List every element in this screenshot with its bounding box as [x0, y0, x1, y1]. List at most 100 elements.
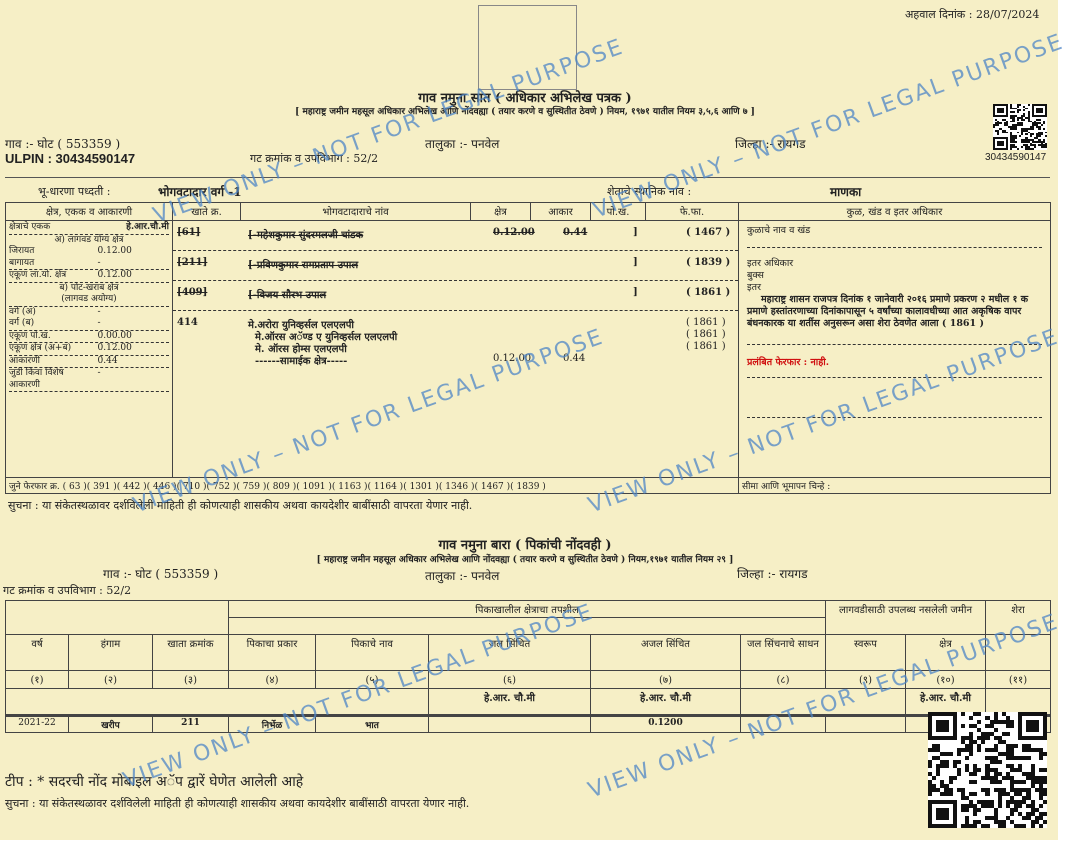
holder-akar: 0.44 — [563, 353, 586, 364]
holder-pokh: ] — [633, 287, 638, 298]
col-header: जल सिंचित — [428, 634, 591, 671]
area-value: 0.12.00 — [97, 343, 132, 353]
form12-title: गाव नमुना बारा ( पिकांची नोंदवही ) — [438, 538, 612, 553]
table-cell: भात — [315, 715, 429, 733]
unit-label: हे.आर. चौ.मी — [428, 688, 591, 716]
col-header: भोगवटादाराचे नांव — [240, 202, 471, 221]
pending-ferfar: प्रलंबित फेरफार : नाही. — [747, 357, 1042, 378]
holder-ferfar: ( 1861 ) — [686, 287, 731, 298]
form7-title: गाव नमुना सात ( अधिकार अभिलेख पत्रक ) — [418, 91, 632, 106]
col-header: क्षेत्र, एकक व आकारणी — [5, 202, 173, 221]
col-header: हंगाम — [68, 634, 153, 671]
ulpin: ULPIN : 30434590147 — [5, 151, 136, 166]
table-cell — [740, 715, 826, 733]
table-cell: 0.1200 — [590, 715, 741, 733]
current-holder: 414 मे.अरोरा युनिव्हर्सल एलएलपी मे.ऑरस अ… — [173, 317, 738, 377]
photo-box — [478, 5, 577, 90]
col-number: (९) — [825, 670, 906, 689]
area-details: क्षेत्राचे एकक हे.आर.चौ.मी अ) लागवड योग्य… — [5, 220, 173, 478]
area-label: एकूण ला.यो. क्षेत्र — [9, 270, 67, 280]
blank-line — [747, 378, 1042, 418]
tenant-label: कुळाचे नाव व खंड — [747, 225, 1042, 248]
blank-cell — [228, 617, 826, 635]
holder-name: मे.ऑरस अॅण्ड ए युनिव्हर्सल एलएलपी — [255, 332, 398, 343]
holder-area: 0.12.00 — [493, 353, 532, 364]
col-number: (१०) — [905, 670, 986, 689]
qr-code — [928, 712, 1047, 828]
unit-label: हे.आर. चौ.मी — [590, 688, 741, 716]
blank-cell — [985, 634, 1051, 671]
table-row: 2021-22 खरीप 211 निर्भेळ भात 0.1200 — [5, 715, 1051, 733]
col-header: आकार — [530, 202, 591, 221]
form7-table: क्षेत्र, एकक व आकारणी खाते क्र. भोगवटादा… — [5, 202, 1051, 494]
col-number: (५) — [315, 670, 429, 689]
col-number: (६) — [428, 670, 591, 689]
area-value: हे.आर.चौ.मी — [126, 222, 169, 232]
col-header: स्वरूप — [825, 634, 906, 671]
khate-number: 414 — [177, 317, 198, 328]
col-number: (७) — [590, 670, 741, 689]
form7-subtitle: [ महाराष्ट्र जमीन महसूल अधिकार अभिलेख आण… — [295, 107, 755, 117]
remark-header: शेरा — [985, 600, 1051, 635]
area-label: ब) पोट-खराब क्षेत्र — [59, 282, 119, 293]
holder-row: [61] [-महेशकुमार सुंदरमलजी चांडक 0.12.00 0.… — [173, 221, 738, 251]
col-number: (४) — [228, 670, 316, 689]
holders-cell: [61] [-महेशकुमार सुंदरमलजी चांडक 0.12.00 0.… — [172, 220, 739, 478]
holder-khate: [409] — [177, 287, 208, 298]
col-header: अजल सिंचित — [590, 634, 741, 671]
table-cell: 211 — [152, 715, 229, 733]
holder-pokh: ] — [633, 227, 638, 238]
area-value: - — [97, 318, 101, 328]
col-number: (८) — [740, 670, 826, 689]
area-label: (लागवड अयोग्य) — [9, 294, 169, 307]
divider — [5, 177, 1050, 178]
area-value: - — [97, 306, 101, 317]
area-label: आकारणी — [9, 355, 40, 366]
blank-cell — [5, 688, 429, 716]
area-value: 0.00.00 — [97, 330, 132, 341]
common-area-label: ------सामाईक क्षेत्र----- — [255, 356, 348, 367]
holder-name: [-प्रविणकुमार रामप्रताप उपाल — [248, 260, 359, 271]
blank-cell — [985, 688, 1051, 716]
col-number: (११) — [985, 670, 1051, 689]
tenure-label: भू-धारणा पध्दती : — [38, 185, 111, 198]
local-name-label: शेताचे स्थानिक नाव : — [607, 185, 692, 198]
holder-name: [-महेशकुमार सुंदरमलजी चांडक — [248, 230, 364, 241]
holder-khate: [61] — [177, 227, 201, 238]
area-value: 0.44 — [97, 355, 118, 366]
area-value: - — [97, 368, 101, 378]
qr-code — [993, 104, 1047, 150]
table-cell: निर्भेळ — [228, 715, 316, 733]
col-header: क्षेत्र — [470, 202, 531, 221]
holder-area: 0.12.00 — [493, 227, 535, 238]
table-cell: 2021-22 — [5, 715, 69, 733]
other-rights-label: इतर — [747, 282, 761, 293]
tenure-value: भोगवटादार वर्ग -1 — [158, 185, 242, 199]
area-label: एकूण पो.ख. — [9, 330, 51, 341]
holder-pokh: ] — [633, 257, 638, 268]
table-cell: खरीप — [68, 715, 153, 733]
area-label: जिरायत — [9, 246, 35, 256]
area-value: 0.12.00 — [97, 246, 132, 256]
col-header: खाता क्रमांक — [152, 634, 229, 671]
local-name-value: माणका — [830, 185, 862, 199]
col-header: क्षेत्र — [905, 634, 986, 671]
holder-name: मे. ऑरस होम्स एलएलपी — [255, 344, 347, 355]
area-label: वर्ग (अ) — [9, 306, 36, 317]
area-label: वर्ग (ब) — [9, 318, 35, 328]
col-header: कुळ, खंड व इतर अधिकार — [738, 202, 1051, 221]
ferfar-number: ( 1861 ) — [686, 341, 726, 352]
other-rights-label: बुक्स — [747, 270, 764, 281]
district-2: जिल्हा :- रायगड — [737, 567, 808, 581]
col-number: (२) — [68, 670, 153, 689]
taluka: तालुका :- पनवेल — [425, 137, 500, 151]
col-header: जल सिंचनाचे साधन — [740, 634, 826, 671]
report-date: अहवाल दिनांक : 28/07/2024 — [905, 8, 1040, 21]
rights-cell: कुळाचे नाव व खंड इतर अधिकार बुक्स इतर मह… — [738, 220, 1051, 478]
old-ferfar: जुने फेरफार क्र. ( 63 )( 391 )( 442 )( 4… — [5, 477, 739, 494]
col-header: पिकाचा प्रकार — [228, 634, 316, 671]
village-2: गाव :- घोट ( 553359 ) — [103, 567, 219, 581]
area-label: आकारणी — [9, 380, 169, 392]
area-label: अ) लागवड योग्य क्षेत्र — [54, 234, 124, 245]
